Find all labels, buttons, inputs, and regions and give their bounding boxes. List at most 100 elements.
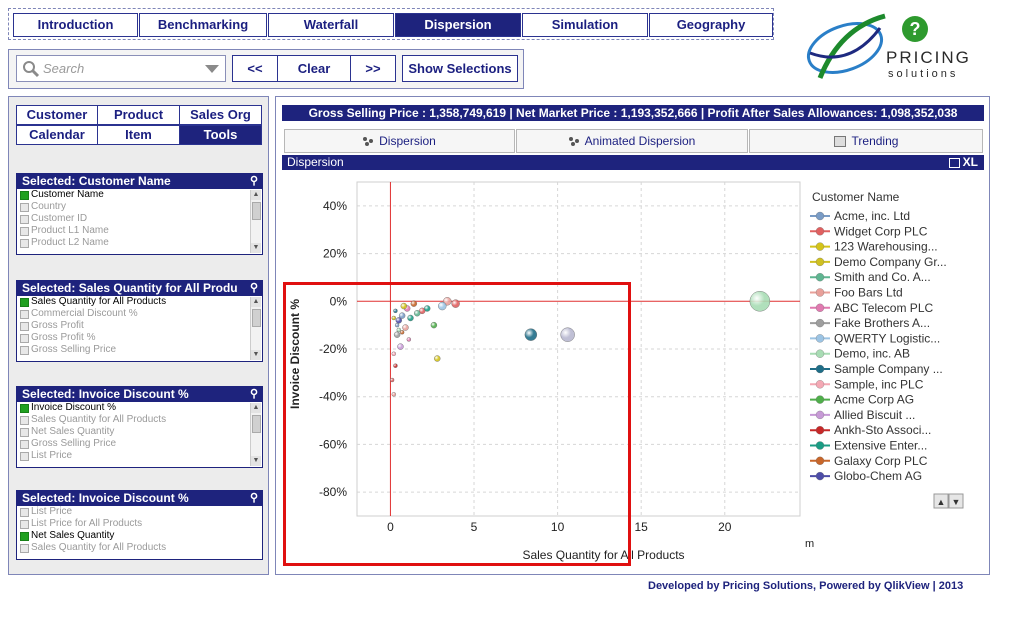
scatter-point[interactable]: [394, 322, 400, 328]
list-item[interactable]: Invoice Discount %: [17, 402, 262, 414]
legend-item-label[interactable]: Sample Company ...: [834, 362, 943, 376]
list-item[interactable]: Customer ID: [17, 213, 262, 225]
list-item[interactable]: Sales Quantity for All Products: [17, 414, 262, 426]
scroll-up-icon[interactable]: ▲: [251, 190, 261, 200]
scatter-point[interactable]: [749, 291, 771, 312]
legend-item-label[interactable]: Smith and Co. A...: [834, 270, 931, 284]
scatter-point[interactable]: [395, 317, 402, 324]
scatter-point[interactable]: [397, 343, 404, 350]
checkbox-icon[interactable]: [20, 239, 29, 248]
checkbox-icon[interactable]: [20, 310, 29, 319]
legend-item-label[interactable]: Acme Corp AG: [834, 393, 914, 407]
scroll-down-icon[interactable]: ▼: [251, 456, 261, 466]
checkbox-icon[interactable]: [20, 428, 29, 437]
legend-item-label[interactable]: Foo Bars Ltd: [834, 286, 903, 300]
scatter-point[interactable]: [399, 330, 405, 335]
left-tab-calendar[interactable]: Calendar: [16, 125, 98, 145]
scatter-point[interactable]: [424, 305, 431, 312]
search-icon[interactable]: ⚲: [249, 492, 258, 504]
list-item[interactable]: Sales Quantity for All Products: [17, 542, 262, 554]
checkbox-icon[interactable]: [20, 532, 29, 541]
subtab-trending[interactable]: Trending: [749, 129, 983, 153]
scatter-point[interactable]: [451, 299, 460, 308]
scatter-point[interactable]: [402, 324, 409, 331]
checkbox-icon[interactable]: [20, 191, 29, 200]
scatter-point[interactable]: [524, 328, 538, 341]
search-icon[interactable]: ⚲: [249, 175, 258, 187]
scatter-point[interactable]: [398, 312, 406, 319]
legend-item-label[interactable]: 123 Warehousing...: [834, 240, 938, 254]
checkbox-icon[interactable]: [20, 227, 29, 236]
list-item[interactable]: Country: [17, 201, 262, 213]
scatter-point[interactable]: [438, 301, 447, 311]
list-item[interactable]: Commercial Discount %: [17, 308, 262, 320]
legend-item-label[interactable]: Widget Corp PLC: [834, 224, 928, 238]
scroll-down-icon[interactable]: ▼: [251, 350, 261, 360]
list-item[interactable]: Net Sales Quantity: [17, 530, 262, 542]
next-button[interactable]: >>: [350, 55, 396, 82]
list-item[interactable]: Gross Profit: [17, 320, 262, 332]
legend-item-label[interactable]: Galaxy Corp PLC: [834, 454, 928, 468]
checkbox-icon[interactable]: [20, 298, 29, 307]
scatter-point[interactable]: [407, 314, 414, 322]
checkbox-icon[interactable]: [20, 215, 29, 224]
export-xl-button[interactable]: XL: [948, 155, 978, 170]
top-tab-benchmarking[interactable]: Benchmarking: [139, 13, 267, 37]
scroll-thumb[interactable]: [252, 309, 261, 327]
list-item[interactable]: Gross Profit %: [17, 332, 262, 344]
scrollbar[interactable]: ▲ ▼: [250, 297, 261, 360]
previous-button[interactable]: <<: [232, 55, 278, 82]
scatter-point[interactable]: [434, 355, 441, 362]
legend-scroll-up-button[interactable]: [933, 493, 949, 509]
scroll-down-icon[interactable]: ▼: [251, 243, 261, 253]
checkbox-icon[interactable]: [20, 346, 29, 355]
scatter-point[interactable]: [393, 331, 401, 338]
legend-scroll-up-icon[interactable]: ▲: [937, 497, 946, 507]
legend-item-label[interactable]: ABC Telecom PLC: [834, 301, 933, 315]
checkbox-icon[interactable]: [20, 440, 29, 449]
legend-item-label[interactable]: Demo, inc. AB: [834, 347, 910, 361]
print-icon[interactable]: [948, 157, 960, 168]
legend-scroll-down-icon[interactable]: ▼: [952, 497, 961, 507]
list-item[interactable]: Product L2 Name: [17, 237, 262, 249]
legend-item-label[interactable]: Extensive Enter...: [834, 439, 927, 453]
left-tab-sales-org[interactable]: Sales Org: [179, 105, 262, 125]
list-item[interactable]: Net Sales Quantity: [17, 426, 262, 438]
legend-item-label[interactable]: Sample, inc PLC: [834, 377, 924, 391]
search-icon[interactable]: ⚲: [249, 388, 258, 400]
search-icon[interactable]: ⚲: [249, 282, 258, 294]
clear-button[interactable]: Clear: [277, 55, 351, 82]
scroll-up-icon[interactable]: ▲: [251, 297, 261, 307]
checkbox-icon[interactable]: [20, 203, 29, 212]
left-tab-customer[interactable]: Customer: [16, 105, 98, 125]
scroll-thumb[interactable]: [252, 415, 261, 433]
scatter-point[interactable]: [391, 315, 396, 321]
top-tab-introduction[interactable]: Introduction: [13, 13, 138, 37]
scatter-point[interactable]: [391, 392, 396, 397]
list-item[interactable]: List Price for All Products: [17, 518, 262, 530]
scroll-up-icon[interactable]: ▲: [251, 403, 261, 413]
list-item[interactable]: Sales Quantity for All Products: [17, 296, 262, 308]
list-item[interactable]: Customer Name: [17, 189, 262, 201]
top-tab-simulation[interactable]: Simulation: [522, 13, 648, 37]
list-item[interactable]: Gross Selling Price: [17, 438, 262, 450]
scrollbar[interactable]: ▲ ▼: [250, 190, 261, 253]
legend-item-label[interactable]: Fake Brothers A...: [834, 316, 930, 330]
top-tab-dispersion[interactable]: Dispersion: [395, 13, 521, 37]
legend-item-label[interactable]: Ankh-Sto Associ...: [834, 423, 931, 437]
checkbox-icon[interactable]: [20, 322, 29, 331]
checkbox-icon[interactable]: [20, 544, 29, 553]
left-tab-tools[interactable]: Tools: [179, 125, 262, 145]
search-input[interactable]: Search: [16, 55, 226, 82]
list-item[interactable]: List Price: [17, 450, 262, 462]
scatter-point[interactable]: [400, 302, 408, 310]
legend-item-label[interactable]: Globo-Chem AG: [834, 469, 922, 483]
scrollbar[interactable]: ▲ ▼: [250, 403, 261, 466]
subtab-animated-dispersion[interactable]: Animated Dispersion: [516, 129, 748, 153]
chevron-down-icon[interactable]: [205, 65, 219, 74]
scatter-point[interactable]: [560, 327, 575, 342]
scatter-point[interactable]: [391, 351, 396, 356]
checkbox-icon[interactable]: [20, 508, 29, 517]
scatter-point[interactable]: [406, 337, 412, 342]
checkbox-icon[interactable]: [20, 404, 29, 413]
